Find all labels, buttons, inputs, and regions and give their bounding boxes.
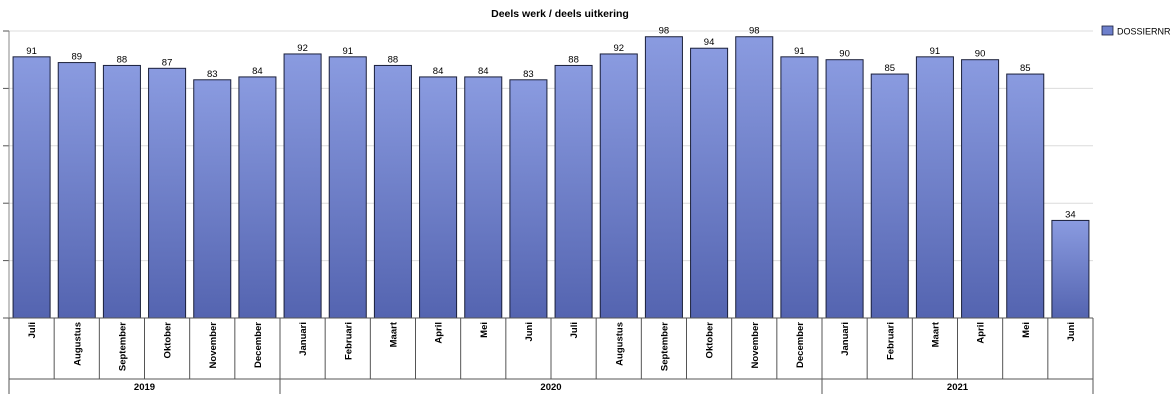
value-label: 98 <box>659 26 670 37</box>
x-tick-label: April <box>976 322 987 344</box>
x-tick-label: Juli <box>27 322 38 338</box>
value-label: 91 <box>794 46 805 57</box>
value-label: 88 <box>388 54 399 65</box>
bar-9 <box>373 64 412 319</box>
bar-2 <box>57 62 96 319</box>
bar-24 <box>1051 219 1090 319</box>
group-label: 2020 <box>540 382 561 393</box>
bar-15 <box>644 36 683 319</box>
value-label: 90 <box>975 49 986 60</box>
bar-13 <box>554 64 593 319</box>
x-tick-label: September <box>117 322 128 371</box>
bar-22 <box>961 59 1000 319</box>
x-tick-label: Oktober <box>163 322 174 359</box>
legend-label: DOSSIERNR <box>1117 27 1171 37</box>
bar-3 <box>102 64 141 319</box>
bar-23 <box>1006 73 1045 319</box>
bar-12 <box>509 79 548 319</box>
value-label: 88 <box>117 54 128 65</box>
bar-7 <box>283 53 322 319</box>
bar-5 <box>193 79 232 319</box>
x-tick-label: Juni <box>524 322 535 342</box>
bar-21 <box>915 56 954 319</box>
bar-11 <box>464 76 503 319</box>
x-tick-label: Mei <box>1021 322 1032 338</box>
value-label: 92 <box>297 43 308 54</box>
legend: DOSSIERNR <box>1101 25 1171 37</box>
x-tick-label: April <box>434 322 445 344</box>
x-tick-label: December <box>253 322 264 368</box>
bar-10 <box>419 76 458 319</box>
x-tick-label: September <box>659 322 670 371</box>
x-tick-label: Mei <box>479 322 490 338</box>
chart-title: Deels werk / deels uitkering <box>491 8 629 20</box>
x-tick-label: Februari <box>885 322 896 360</box>
x-tick-label: Februari <box>343 322 354 360</box>
x-tick-label: Oktober <box>705 322 716 359</box>
bar-8 <box>328 56 367 319</box>
legend-swatch <box>1101 25 1114 36</box>
bar-20 <box>870 73 909 319</box>
x-tick-label: December <box>795 322 806 368</box>
value-label: 98 <box>749 26 760 37</box>
x-tick-label: Januari <box>840 322 851 356</box>
value-label: 34 <box>1065 209 1076 220</box>
value-label: 91 <box>26 46 37 57</box>
x-tick-label: November <box>208 322 219 369</box>
group-label: 2021 <box>947 382 969 393</box>
bar-14 <box>599 53 638 319</box>
x-tick-label: Juni <box>1066 322 1077 342</box>
bar-4 <box>148 67 187 319</box>
value-labels: 91 89 88 87 83 84 92 91 88 84 84 83 88 92 98 94 98 91 90 85… <box>26 26 1075 221</box>
bar-16 <box>690 47 729 319</box>
x-tick-label: Augustus <box>72 322 83 366</box>
x-tick-label: Maart <box>930 321 941 347</box>
x-axis: Juli Augustus September Oktober November Dece… <box>8 317 1094 394</box>
value-label: 84 <box>433 66 444 77</box>
x-tick-label: Juli <box>569 322 580 338</box>
bar-1 <box>12 56 51 319</box>
value-label: 87 <box>162 57 173 68</box>
value-label: 94 <box>704 37 715 48</box>
group-label: 2019 <box>134 382 155 393</box>
value-label: 88 <box>568 54 579 65</box>
gridlines <box>3 30 1093 319</box>
bar-6 <box>238 76 277 319</box>
value-label: 85 <box>1020 63 1031 74</box>
value-label: 92 <box>613 43 624 54</box>
value-label: 89 <box>71 52 82 63</box>
x-tick-label: Maart <box>388 321 399 347</box>
value-label: 83 <box>523 69 534 80</box>
x-tick-label: Augustus <box>614 322 625 366</box>
value-label: 91 <box>342 46 353 57</box>
bars <box>12 36 1090 319</box>
value-label: 85 <box>884 63 895 74</box>
value-label: 84 <box>252 66 263 77</box>
value-label: 83 <box>207 69 218 80</box>
value-label: 91 <box>930 46 941 57</box>
value-label: 90 <box>839 49 850 60</box>
value-label: 84 <box>478 66 489 77</box>
x-tick-label: Januari <box>298 322 309 356</box>
bar-17 <box>735 36 774 319</box>
bar-18 <box>780 56 819 319</box>
x-tick-label: November <box>750 322 761 369</box>
bar-19 <box>825 59 864 319</box>
